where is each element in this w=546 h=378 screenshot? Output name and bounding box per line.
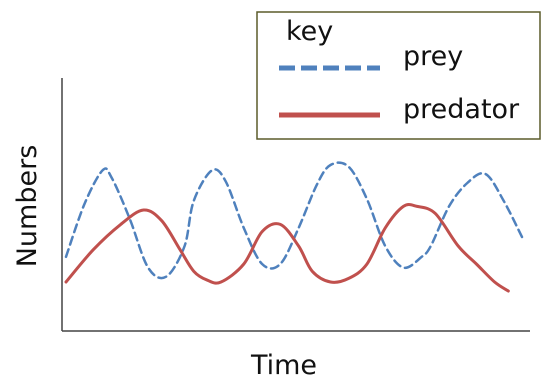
series-line-prey [64, 161, 524, 280]
x-axis-label: Time [250, 350, 317, 378]
series-line-predator [64, 203, 510, 293]
legend: key prey predator [256, 11, 541, 140]
legend-label-prey: prey [403, 41, 463, 72]
legend-title: key [286, 16, 333, 47]
legend-label-predator: predator [403, 94, 520, 125]
y-axis-label: Numbers [12, 145, 43, 268]
plot-area [64, 161, 524, 293]
legend-box [256, 11, 541, 140]
